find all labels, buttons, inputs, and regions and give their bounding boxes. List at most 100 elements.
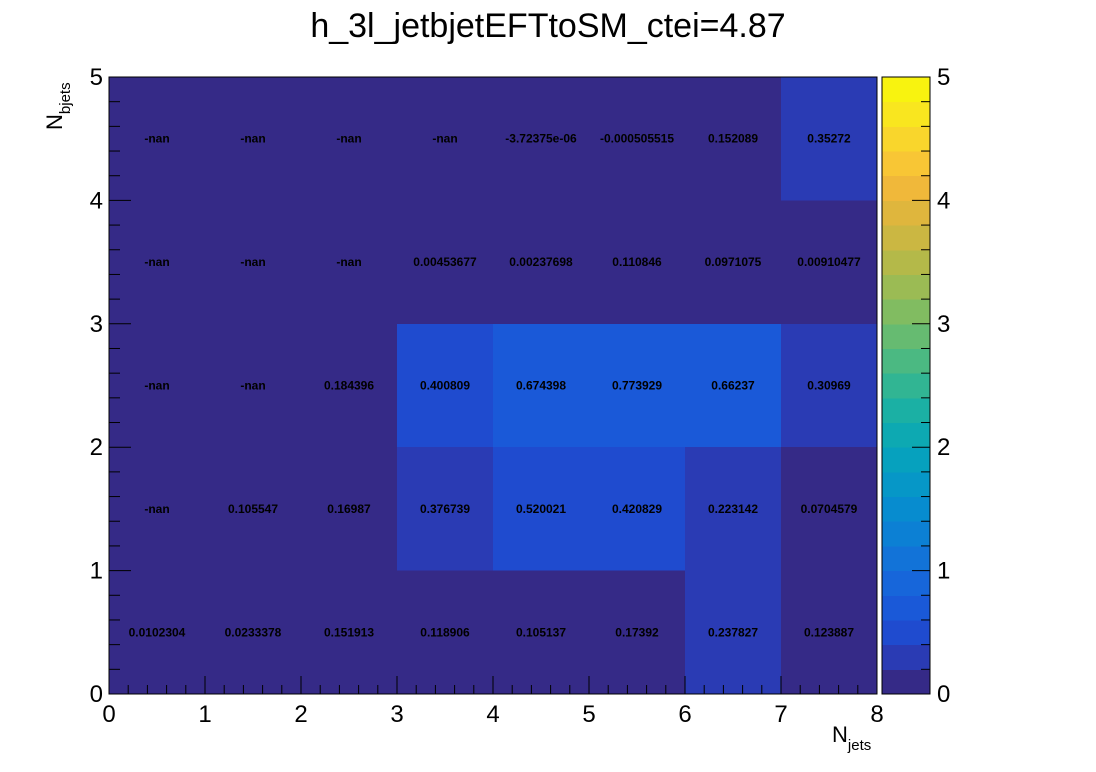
cell-value-label: -nan <box>336 132 361 146</box>
cell-value-label: 0.123887 <box>804 625 854 639</box>
colorbar-tick-label: 5 <box>937 64 950 91</box>
x-axis-title-sub: jets <box>847 737 871 754</box>
colorbar-swatch <box>882 249 930 275</box>
y-tick-label: 3 <box>90 311 103 338</box>
colorbar-swatch <box>882 422 930 448</box>
y-tick-label: 5 <box>90 64 103 91</box>
heatmap-cell <box>205 323 301 448</box>
x-tick-label: 6 <box>678 701 691 728</box>
cell-value-label: -nan <box>144 132 169 146</box>
heatmap-cell <box>781 323 877 448</box>
heatmap-cell <box>301 447 397 571</box>
cell-value-label: -3.72375e-06 <box>505 132 577 146</box>
colorbar-swatch <box>882 496 930 522</box>
heatmap-cell <box>397 447 493 571</box>
cell-value-label: 0.0102304 <box>129 625 186 639</box>
heatmap-cell <box>589 323 685 448</box>
heatmap-cell <box>109 570 205 694</box>
cell-value-label: 0.0233378 <box>225 625 282 639</box>
cell-value-label: 0.223142 <box>708 502 758 516</box>
colorbar-swatch <box>882 471 930 498</box>
cell-value-label: 0.152089 <box>708 132 758 146</box>
cell-value-label: 0.674398 <box>516 379 566 393</box>
cell-value-label: 0.400809 <box>420 379 470 393</box>
colorbar-swatch <box>882 619 930 646</box>
chart-title: h_3l_jetbjetEFTtoSM_ctei=4.87 <box>310 7 785 45</box>
cell-value-label: 0.376739 <box>420 502 470 516</box>
cell-value-label: -nan <box>432 132 457 146</box>
y-tick-label: 2 <box>90 434 103 461</box>
heatmap-cell <box>205 570 301 694</box>
heatmap-cell <box>493 200 589 324</box>
colorbar-swatch <box>882 225 930 251</box>
cell-value-labels: 0.0102304 0.0233378 0.151913 0.118906 0.1051… <box>129 132 861 640</box>
heatmap-cell <box>397 200 493 324</box>
cell-value-label: 0.17392 <box>615 625 659 639</box>
heatmap-cell <box>109 200 205 324</box>
x-axis-title-main: N <box>832 722 848 747</box>
cell-value-label: 0.0704579 <box>801 502 858 516</box>
colorbar-swatch <box>882 348 930 374</box>
colorbar-swatch <box>882 126 930 152</box>
cell-value-label: 0.00910477 <box>797 255 861 269</box>
colorbar-swatch <box>882 570 930 596</box>
heatmap-cell <box>301 323 397 448</box>
cell-value-label: 0.00453677 <box>413 255 477 269</box>
heatmap-cell <box>589 77 685 201</box>
colorbar-swatch <box>882 373 930 399</box>
cell-value-label: 0.151913 <box>324 625 374 639</box>
colorbar-swatch <box>882 323 930 349</box>
heatmap-cell <box>109 323 205 448</box>
colorbar-swatch <box>882 77 930 103</box>
colorbar-swatch <box>882 669 930 695</box>
y-axis-title: Nbjets <box>42 82 74 130</box>
x-tick-label: 2 <box>294 701 307 728</box>
heatmap-cell <box>397 77 493 201</box>
color-scale-bar: 0 1 2 3 4 5 <box>881 64 950 708</box>
x-tick-label: 8 <box>870 701 883 728</box>
heatmap-cell <box>781 200 877 324</box>
colorbar-tick-label: 0 <box>937 681 950 708</box>
cell-value-label: 0.105547 <box>228 502 278 516</box>
colorbar-swatch <box>882 101 930 127</box>
heatmap-cell <box>109 447 205 571</box>
heatmap-cell <box>781 447 877 571</box>
colorbar-swatch <box>882 545 930 572</box>
heatmap-cell <box>397 570 493 694</box>
colorbar-tick-label: 3 <box>937 311 950 338</box>
cell-value-label: -nan <box>336 255 361 269</box>
heatmap-cell <box>685 323 781 448</box>
y-tick-label: 4 <box>90 187 103 214</box>
heatmap-cell <box>781 570 877 694</box>
x-tick-label: 1 <box>198 701 211 728</box>
heatmap-cells <box>109 77 877 694</box>
heatmap-cell <box>301 77 397 201</box>
x-tick-label: 0 <box>102 701 115 728</box>
cell-value-label: 0.420829 <box>612 502 662 516</box>
heatmap-cell <box>589 447 685 571</box>
cell-value-label: 0.66237 <box>711 379 755 393</box>
cell-value-label: -nan <box>144 379 169 393</box>
y-axis-title-sub: bjets <box>57 82 74 114</box>
cell-value-label: -nan <box>240 379 265 393</box>
colorbar-swatch <box>882 644 930 670</box>
heatmap-cell <box>685 570 781 694</box>
heatmap-cell <box>589 570 685 694</box>
heatmap-cell <box>301 200 397 324</box>
colorbar-swatch <box>882 274 930 300</box>
colorbar-tick-label: 2 <box>937 434 950 461</box>
colorbar-swatch <box>882 397 930 424</box>
colorbar-tick-label: 4 <box>937 187 950 214</box>
cell-value-label: 0.105137 <box>516 625 566 639</box>
colorbar-swatch <box>882 175 930 201</box>
heatmap-cell <box>493 323 589 448</box>
heatmap-cell <box>685 447 781 571</box>
y-tick-label: 0 <box>90 681 103 708</box>
heatmap-cell <box>109 77 205 201</box>
x-tick-label: 3 <box>390 701 403 728</box>
x-tick-label: 5 <box>582 701 595 728</box>
cell-value-label: 0.773929 <box>612 379 662 393</box>
cell-value-label: -nan <box>144 255 169 269</box>
colorbar-frame <box>881 76 931 695</box>
